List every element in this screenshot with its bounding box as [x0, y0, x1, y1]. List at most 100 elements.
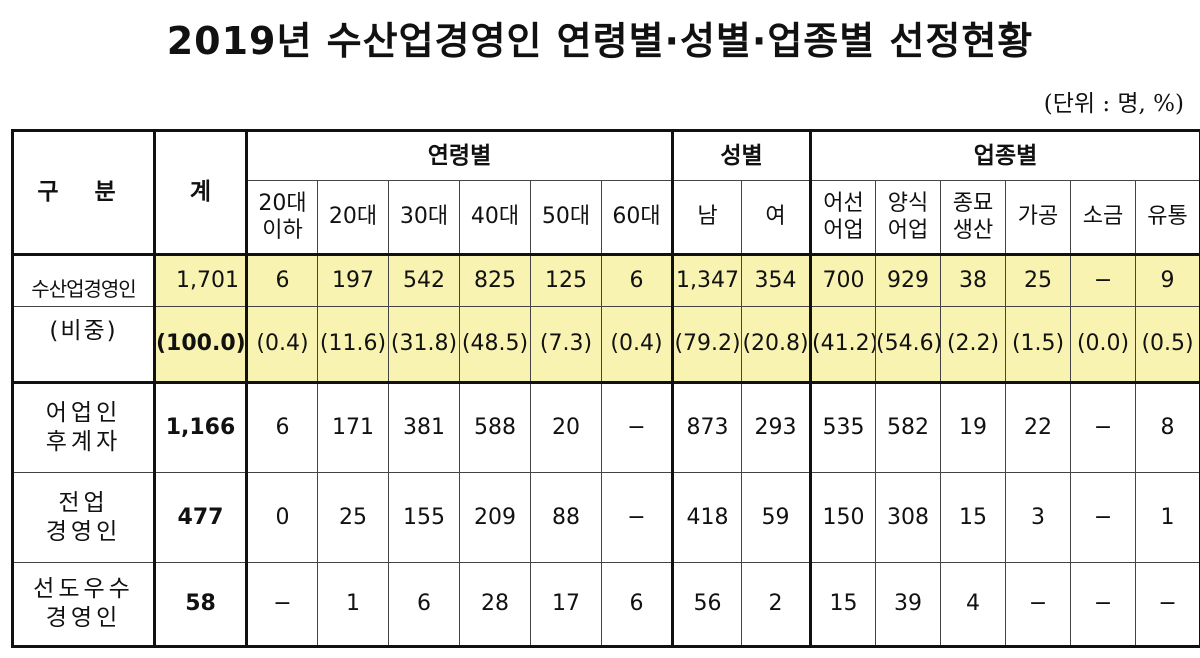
gender-header: 남 [672, 180, 743, 256]
industry-value: 25 [1005, 254, 1072, 307]
industry-value: 700 [810, 254, 877, 307]
row-total: 1,166 [154, 382, 248, 473]
page-title: 2019년 수산업경영인 연령별·성별·업종별 선정현황 [166, 19, 1034, 63]
age-value: 28 [459, 562, 531, 647]
age-value: 125 [530, 254, 602, 307]
gender-value: 418 [672, 472, 743, 563]
industry-value: 3 [1005, 472, 1072, 563]
age-value: 588 [459, 382, 531, 473]
age-value: 197 [317, 254, 389, 307]
age-value: 171 [317, 382, 389, 473]
industry-value: 9 [1135, 254, 1200, 307]
age-value: 6 [600, 254, 675, 307]
row-total: 1,701 [154, 254, 248, 307]
age-value: 825 [459, 254, 531, 307]
industry-value: 19 [940, 382, 1007, 473]
category-header: 구 분 [12, 130, 156, 256]
row-total: 58 [154, 562, 248, 647]
gender-value: 1,347 [672, 254, 743, 307]
age-value: (11.6) [317, 306, 389, 384]
industry-value: 929 [875, 254, 942, 307]
table-row: 선도우수 경영인 58−1 6 28 17 6 56 2 15 39 4− − − [12, 562, 1200, 647]
table-row: (비중) (100.0) (0.4) (11.6) (31.8) (48.5) (7.3)(… [12, 306, 1200, 384]
row-total: (100.0) [154, 306, 248, 384]
age-value: 209 [459, 472, 531, 563]
industry-value: 39 [875, 562, 942, 647]
age-header: 30대 [388, 180, 460, 256]
industry-header: 유통 [1135, 180, 1200, 256]
industry-value: − [1070, 472, 1137, 563]
age-value: − [600, 472, 675, 563]
industry-value: 22 [1005, 382, 1072, 473]
age-value: 381 [388, 382, 460, 473]
table-row: 수산업경영인 1,701 6 197 542 825 125 6 1,347 354 700 929 3… [12, 254, 1200, 307]
age-header: 40대 [459, 180, 531, 256]
age-group-header: 연령별 [245, 130, 675, 181]
age-value: 6 [388, 562, 460, 647]
industry-header: 어선 어업 [810, 180, 877, 256]
row-label: 전업 경영인 [12, 472, 156, 563]
unit-label: (단위 : 명, %) [1043, 91, 1184, 117]
industry-value: − [1070, 254, 1137, 307]
statistics-table: 구 분 계 연령별 성별 업종별 20대 이하 20대 30대 40대 50대 60대 남 여 어… [11, 129, 1200, 648]
industry-value: 4 [940, 562, 1007, 647]
age-value: 88 [530, 472, 602, 563]
industry-header: 가공 [1005, 180, 1072, 256]
row-label: 수산업경영인 [12, 254, 156, 307]
industry-header: 종묘 생산 [940, 180, 1007, 256]
gender-group-header: 성별 [672, 130, 813, 181]
subheader-row: 20대 이하 20대 30대 40대 50대 60대 남 여 어선 어업 양식 어업 종묘 생산 가공 소금 유통 [13, 180, 1200, 256]
gender-value: 56 [672, 562, 743, 647]
gender-value: 293 [741, 382, 813, 473]
age-value: 0 [246, 472, 318, 563]
industry-value: − [1135, 562, 1200, 647]
age-header: 20대 이하 [246, 180, 318, 256]
age-value: 6 [600, 562, 675, 647]
industry-value: 8 [1135, 382, 1200, 473]
age-value: 20 [530, 382, 602, 473]
industry-value: − [1070, 382, 1137, 473]
age-value: 155 [388, 472, 460, 563]
industry-value: (2.2) [940, 306, 1007, 384]
age-value: 25 [317, 472, 389, 563]
row-label: (비중) [12, 306, 156, 384]
age-value: (31.8) [388, 306, 460, 384]
row-label: 선도우수 경영인 [12, 562, 156, 647]
age-value: (7.3) [530, 306, 602, 384]
industry-value: 308 [875, 472, 942, 563]
industry-value: (41.2) [810, 306, 877, 384]
industry-value: − [1005, 562, 1072, 647]
age-header: 20대 [317, 180, 389, 256]
age-value: 542 [388, 254, 460, 307]
industry-value: 582 [875, 382, 942, 473]
row-total: 477 [154, 472, 248, 563]
age-value: − [600, 382, 675, 473]
industry-value: (1.5) [1005, 306, 1072, 384]
industry-value: (54.6) [875, 306, 942, 384]
gender-value: 354 [741, 254, 813, 307]
industry-header: 소금 [1070, 180, 1137, 256]
table-row: 전업 경영인 477 0 25 155 209 88−418 59 150 308 15 3−1 [12, 472, 1200, 563]
age-header: 60대 [600, 180, 675, 256]
industry-value: 535 [810, 382, 877, 473]
industry-value: 1 [1135, 472, 1200, 563]
age-value: (48.5) [459, 306, 531, 384]
age-value: − [246, 562, 318, 647]
age-value: 1 [317, 562, 389, 647]
gender-value: 873 [672, 382, 743, 473]
gender-header: 여 [741, 180, 813, 256]
gender-value: (79.2) [672, 306, 743, 384]
industry-value: 15 [810, 562, 877, 647]
gender-value: 2 [741, 562, 813, 647]
industry-group-header: 업종별 [810, 130, 1200, 181]
industry-value: 150 [810, 472, 877, 563]
table-row: 어업인 후계자 1,166 6 171 381 588 20−873 293 535 582 19 22… [12, 382, 1200, 473]
gender-value: 59 [741, 472, 813, 563]
age-value: 6 [246, 382, 318, 473]
industry-value: 38 [940, 254, 1007, 307]
age-header: 50대 [530, 180, 602, 256]
gender-value: (20.8) [741, 306, 813, 384]
row-label: 어업인 후계자 [12, 382, 156, 473]
age-value: 17 [530, 562, 602, 647]
industry-value: (0.0) [1070, 306, 1137, 384]
